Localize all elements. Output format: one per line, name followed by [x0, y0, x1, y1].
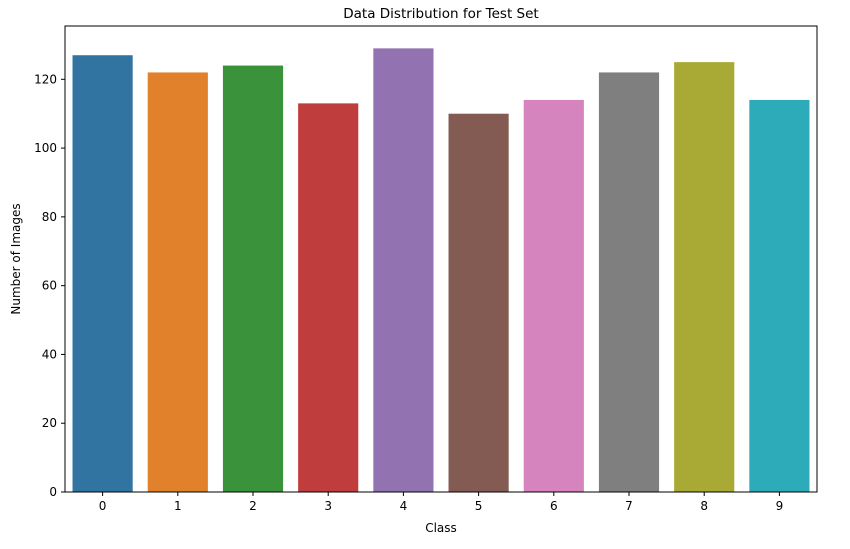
y-tick-label: 40 [42, 347, 57, 361]
x-tick-label: 5 [475, 499, 483, 513]
bar-class-2 [222, 65, 284, 493]
bar-class-0 [72, 55, 133, 492]
x-axis-ticks: 0 1 2 3 4 5 6 7 8 9 [99, 492, 783, 513]
y-tick-label: 60 [42, 279, 57, 293]
y-tick-label: 20 [42, 416, 57, 430]
x-tick-label: 0 [99, 499, 107, 513]
y-tick-label: 0 [49, 485, 57, 499]
bar-class-6 [523, 99, 584, 493]
x-tick-label: 9 [776, 499, 784, 513]
bar-class-9 [749, 99, 810, 493]
bar-class-1 [147, 72, 208, 493]
x-tick-label: 3 [324, 499, 332, 513]
plot-frame [64, 25, 818, 493]
bar-class-7 [598, 72, 660, 493]
chart-title: Data Distribution for Test Set [343, 6, 538, 22]
y-axis-ticks: 0 20 40 60 80 100 120 [34, 72, 65, 499]
bar-class-4 [373, 48, 434, 492]
y-tick-label: 80 [42, 210, 57, 224]
x-tick-label: 6 [550, 499, 558, 513]
bar-class-3 [298, 103, 359, 493]
x-tick-label: 7 [625, 499, 633, 513]
x-tick-label: 8 [700, 499, 708, 513]
bar-class-5 [448, 113, 509, 492]
bar-class-8 [674, 62, 735, 492]
y-axis-label: Number of Images [9, 203, 23, 314]
x-tick-label: 2 [249, 499, 257, 513]
y-tick-label: 120 [34, 72, 57, 86]
bars-group [72, 48, 810, 493]
x-tick-label: 4 [400, 499, 408, 513]
y-tick-label: 100 [34, 141, 57, 155]
x-axis-label: Class [425, 521, 457, 535]
x-tick-label: 1 [174, 499, 182, 513]
